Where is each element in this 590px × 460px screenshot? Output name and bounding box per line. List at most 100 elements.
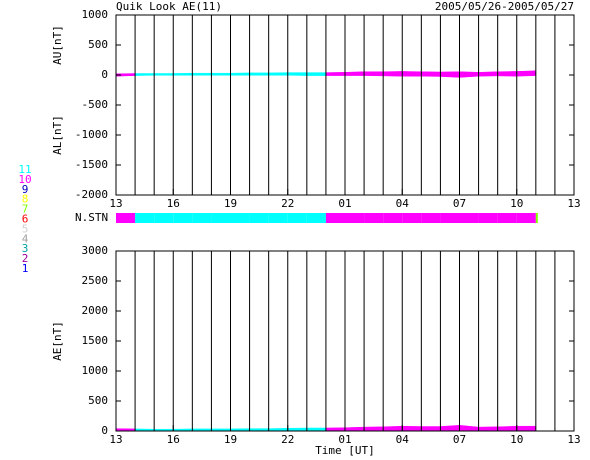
chart-title: Quik Look AE(11) [116,0,222,13]
x-tick-label: 04 [396,197,410,210]
y-tick-label: 2500 [82,274,109,287]
area [516,425,537,432]
y-axis-label: AL[nT] [51,115,64,155]
station-bar [154,213,174,223]
x-tick-label: 13 [567,197,580,210]
station-bar [478,213,498,223]
station-bar [287,213,307,223]
station-bar [230,213,250,223]
x-tick-label: 22 [281,433,294,446]
legend-label: 5 [22,222,29,235]
y-axis-label: AE[nT] [51,321,64,361]
legend-label: 11 [18,163,31,176]
station-bar [325,213,345,223]
station-bar [135,213,155,223]
station-bar [345,213,365,223]
station-label: N.STN [75,211,108,224]
range-area [211,72,231,76]
range-area [382,71,403,77]
legend-label: 4 [22,232,29,245]
range-area [192,72,212,76]
plot-frame [115,250,575,432]
x-tick-label: 10 [510,197,523,210]
y-tick-label: -1500 [75,158,108,171]
range-area [268,72,288,76]
y-tick-label: 0 [101,424,108,437]
range-area [325,72,346,76]
x-tick-label: 13 [109,433,122,446]
range-area [421,71,441,77]
area [478,426,498,432]
station-bar [421,213,441,223]
station-bar [173,213,193,223]
x-tick-label: 01 [338,433,351,446]
y-tick-label: -2000 [75,188,108,201]
legend-label: 3 [22,242,29,255]
area [402,425,422,432]
station-bar [249,213,269,223]
y-tick-label: -500 [82,98,109,111]
range-area [173,72,193,76]
x-tick-label: 19 [224,197,237,210]
station-bar [306,213,326,223]
x-tick-label: 13 [567,433,580,446]
y-tick-label: 500 [88,394,108,407]
range-area [306,72,327,76]
legend-label: 1 [22,262,29,275]
range-area [249,72,269,76]
x-tick-label: 10 [510,433,523,446]
y-tick-label: 0 [101,68,108,81]
station-bar [364,213,384,223]
range-area [516,70,537,77]
area [497,425,517,432]
station-bar [440,213,460,223]
plot-frame [115,14,575,196]
x-tick-label: 01 [338,197,351,210]
range-area [440,71,460,78]
y-tick-label: 1500 [82,334,109,347]
range-area [459,71,479,78]
x-tick-label: 22 [281,197,294,210]
x-axis-label: Time [UT] [315,444,375,457]
station-bar [268,213,288,223]
y-tick-label: 1000 [82,364,109,377]
x-tick-label: 16 [167,197,180,210]
x-tick-label: 07 [453,433,466,446]
y-tick-label: -1000 [75,128,108,141]
range-area [344,71,365,76]
x-tick-label: 19 [224,433,237,446]
y-tick-label: 500 [88,38,108,51]
chart-subtitle: 2005/05/26-2005/05/27 [435,0,574,13]
area [382,425,403,432]
station-bar [192,213,212,223]
y-tick-label: 2000 [82,304,109,317]
station-bar [116,213,136,223]
range-area [363,71,384,77]
station-bar [535,213,538,223]
x-tick-label: 13 [109,197,122,210]
area [363,426,384,432]
area [421,426,441,432]
range-area [478,71,498,77]
range-area [287,72,308,76]
legend-label: 9 [22,183,29,196]
y-tick-label: 1000 [82,8,109,21]
range-area [134,73,155,76]
area [344,426,365,432]
station-bar [211,213,231,223]
legend-label: 10 [18,173,31,186]
range-area [230,72,250,76]
x-tick-label: 16 [167,433,180,446]
legend-label: 8 [22,193,29,206]
range-area [402,71,422,77]
legend-label: 6 [22,213,29,226]
area [440,425,460,432]
range-area [497,71,517,77]
legend-label: 2 [22,252,29,265]
station-bar [402,213,422,223]
station-bar [497,213,517,223]
x-tick-label: 07 [453,197,466,210]
area [459,425,479,432]
range-area [153,73,174,76]
